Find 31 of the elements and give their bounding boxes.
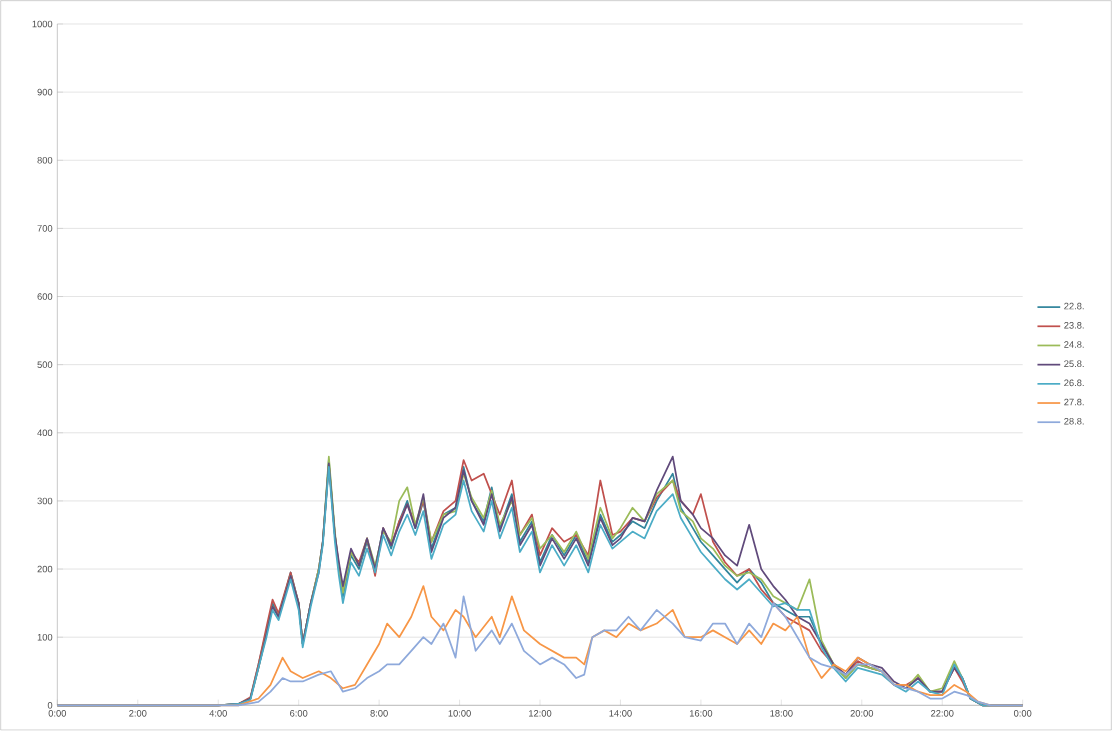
- y-tick-label: 500: [37, 361, 53, 369]
- y-tick-label: 700: [37, 225, 53, 232]
- y-tick-label: 300: [37, 497, 53, 505]
- x-tick-label: 2:00: [129, 710, 147, 717]
- x-tick-label: 16:00: [689, 710, 713, 717]
- legend-label: 27.8.: [1064, 398, 1084, 406]
- y-tick-label: 800: [37, 157, 53, 164]
- x-tick-label: 18:00: [770, 710, 793, 717]
- x-tick-label: 14:00: [609, 710, 632, 717]
- legend-label: 25.8.: [1064, 360, 1084, 368]
- y-tick-label: 400: [37, 429, 53, 437]
- y-tick-label: 0: [47, 702, 53, 709]
- x-tick-label: 10:00: [448, 710, 471, 717]
- x-tick-label: 20:00: [850, 710, 874, 717]
- x-tick-label: 12:00: [529, 710, 552, 717]
- x-tick-label: 0:00: [1013, 710, 1032, 717]
- x-tick-label: 4:00: [209, 710, 227, 717]
- x-tick-label: 8:00: [370, 710, 388, 717]
- y-tick-label: 200: [37, 565, 53, 573]
- legend-label: 22.8.: [1064, 303, 1084, 310]
- y-tick-label: 100: [37, 634, 53, 641]
- x-tick-label: 0:00: [48, 710, 67, 717]
- legend-label: 28.8.: [1064, 418, 1084, 425]
- legend-label: 23.8.: [1064, 322, 1084, 329]
- legend-label: 26.8.: [1064, 379, 1084, 387]
- x-tick-label: 6:00: [290, 710, 308, 717]
- y-tick-label: 600: [37, 293, 53, 300]
- x-tick-label: 22:00: [931, 710, 954, 717]
- legend-label: 24.8.: [1064, 341, 1084, 348]
- y-tick-label: 900: [37, 89, 53, 96]
- y-tick-label: 1000: [32, 20, 53, 28]
